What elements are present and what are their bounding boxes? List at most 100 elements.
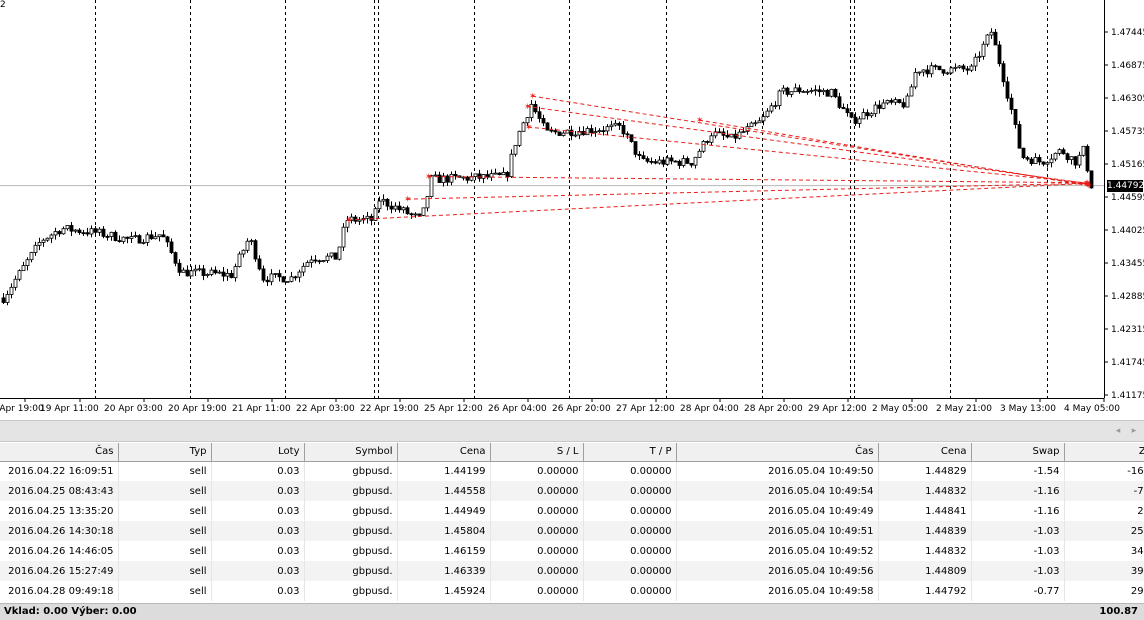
cell-swap: -1.03	[971, 521, 1065, 541]
table-row[interactable]: 2016.04.28 09:49:18 sell 0.03 gbpusd. 1.4592…	[0, 581, 1144, 601]
time-scale-label: 27 Apr 12:00	[616, 404, 675, 414]
candle	[381, 198, 386, 202]
candle	[649, 160, 654, 163]
cell-take-profit: 0.00000	[583, 581, 677, 601]
cell-symbol: gbpusd.	[304, 541, 398, 561]
candle	[445, 175, 450, 183]
price-chart[interactable]: 1.47445 1.46875 1.46305 1.45735 1.45165 1.445…	[0, 0, 1144, 420]
candle	[401, 207, 406, 211]
cell-profit: -7.16	[1064, 481, 1144, 501]
price-scale-label: 1.47445	[1111, 28, 1144, 38]
cell-take-profit: 0.00000	[583, 481, 677, 501]
trade-open-marker-icon: ✶	[524, 102, 532, 112]
candle	[925, 69, 930, 75]
column-header-close-price[interactable]: Cena	[878, 443, 972, 462]
candle	[145, 234, 150, 243]
cell-take-profit: 0.00000	[583, 501, 677, 521]
table-row[interactable]: 2016.04.26 14:30:18 sell 0.03 gbpusd. 1.4580…	[0, 521, 1144, 541]
candle	[41, 239, 46, 243]
candle	[561, 132, 566, 136]
column-header-close-time[interactable]: Čas	[676, 443, 879, 462]
candle	[161, 234, 166, 238]
candle	[793, 87, 798, 93]
chart-corner-label: 2	[0, 0, 6, 10]
cell-type: sell	[118, 561, 212, 581]
scroll-left-icon[interactable]: ◂	[1115, 426, 1121, 436]
candle	[173, 252, 178, 264]
column-header-open-time[interactable]: Čas	[0, 443, 119, 462]
candle	[409, 213, 414, 216]
candle	[129, 236, 134, 239]
candle	[889, 100, 894, 103]
column-header-profit[interactable]: Zisk	[1064, 443, 1144, 462]
candle	[1041, 161, 1046, 165]
column-header-symbol[interactable]: Symbol	[304, 443, 398, 462]
candle	[893, 99, 898, 103]
column-header-type[interactable]: Typ	[118, 443, 212, 462]
candle	[413, 213, 418, 216]
candle	[309, 259, 314, 263]
price-scale-label: 1.44595	[1111, 193, 1144, 203]
candle	[177, 262, 182, 273]
candle	[597, 130, 602, 133]
cell-type: sell	[118, 521, 212, 541]
candle	[553, 130, 558, 133]
column-header-swap[interactable]: Swap	[971, 443, 1065, 462]
candle	[593, 131, 598, 133]
table-row[interactable]: 2016.04.25 08:43:43 sell 0.03 gbpusd. 1.4455…	[0, 481, 1144, 501]
cell-open-time: 2016.04.26 14:30:18	[0, 521, 119, 541]
candle	[313, 259, 318, 262]
candle	[945, 72, 950, 75]
scroll-right-icon[interactable]: ▸	[1131, 426, 1137, 436]
table-row[interactable]: 2016.04.26 14:46:05 sell 0.03 gbpusd. 1.4615…	[0, 541, 1144, 561]
cell-type: sell	[118, 501, 212, 521]
candle	[953, 66, 958, 69]
trade-close-marker-icon: ✶	[1083, 179, 1091, 189]
candle	[1045, 162, 1050, 165]
candle	[585, 128, 590, 136]
candle	[45, 237, 50, 241]
candle	[21, 265, 26, 272]
candle	[673, 160, 678, 163]
candle	[249, 240, 254, 243]
cell-swap: -1.03	[971, 561, 1065, 581]
time-scale-label: 29 Apr 12:00	[808, 404, 867, 414]
column-header-stop-loss[interactable]: S / L	[490, 443, 584, 462]
cell-swap: -0.77	[971, 581, 1065, 601]
candle	[405, 207, 410, 215]
table-row[interactable]: 2016.04.22 16:09:51 sell 0.03 gbpusd. 1.4419…	[0, 461, 1144, 481]
time-scale-label: 19 Apr 11:00	[40, 404, 99, 414]
candle	[929, 65, 934, 75]
candle	[933, 65, 938, 68]
cell-take-profit: 0.00000	[583, 521, 677, 541]
candle	[837, 96, 842, 108]
candle	[957, 65, 962, 68]
cell-open-time: 2016.04.22 16:09:51	[0, 461, 119, 481]
candle	[325, 255, 330, 261]
cell-lots: 0.03	[211, 481, 305, 501]
candle	[345, 220, 350, 228]
table-row[interactable]: 2016.04.26 15:27:49 sell 0.03 gbpusd. 1.4633…	[0, 561, 1144, 581]
cell-stop-loss: 0.00000	[490, 541, 584, 561]
chart-canvas[interactable]: 1.47445 1.46875 1.46305 1.45735 1.45165 1.445…	[0, 0, 1144, 420]
cell-open-price: 1.46159	[397, 541, 491, 561]
candle	[33, 244, 38, 253]
candle	[281, 276, 286, 283]
trade-line	[527, 126, 1087, 184]
trade-line	[526, 105, 1087, 184]
column-header-take-profit[interactable]: T / P	[583, 443, 677, 462]
price-scale-label: 1.42885	[1111, 292, 1144, 302]
panel-splitter[interactable]: ◂ ▸	[0, 420, 1144, 442]
candle	[529, 103, 534, 118]
candle	[297, 271, 302, 278]
time-scale-label: 18 Apr 19:00	[0, 404, 44, 414]
candle	[81, 232, 86, 235]
candle	[181, 269, 186, 273]
candle	[73, 229, 78, 232]
time-scale-label: 3 May 13:00	[1000, 404, 1056, 414]
table-row[interactable]: 2016.04.25 13:35:20 sell 0.03 gbpusd. 1.4494…	[0, 501, 1144, 521]
candle	[101, 228, 106, 237]
column-header-open-price[interactable]: Cena	[397, 443, 491, 462]
column-header-lots[interactable]: Loty	[211, 443, 305, 462]
cell-symbol: gbpusd.	[304, 501, 398, 521]
